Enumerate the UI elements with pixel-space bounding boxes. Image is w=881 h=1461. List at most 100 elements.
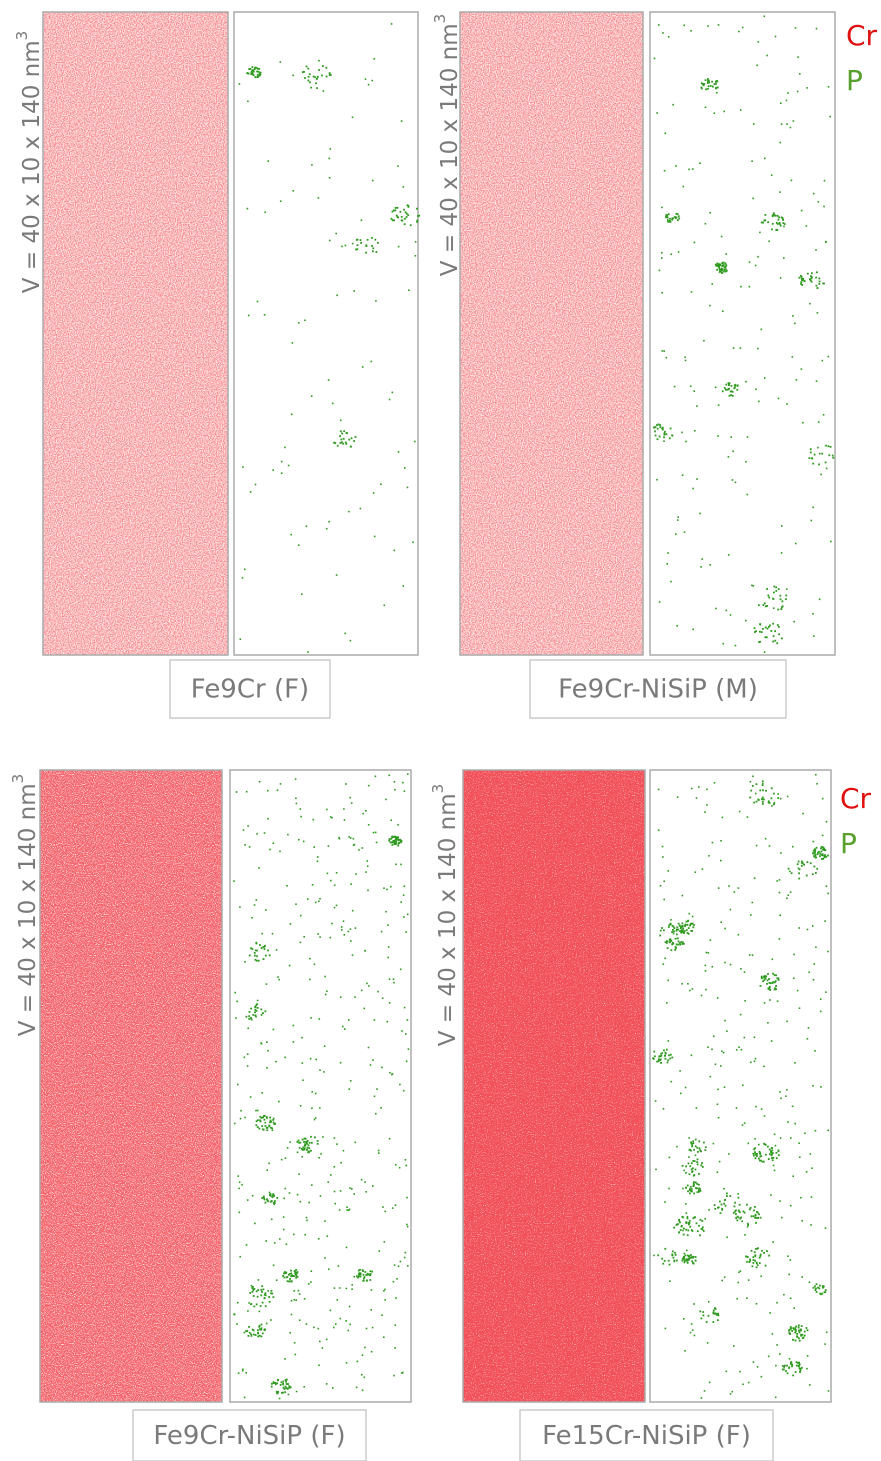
volume-exponent: 3: [429, 784, 447, 794]
p-atom: [288, 1192, 291, 1194]
p-atom: [306, 1139, 309, 1142]
p-atom: [827, 86, 830, 88]
p-atom: [363, 1276, 366, 1278]
p-atom: [823, 847, 825, 850]
p-atom: [308, 1283, 310, 1285]
p-atom: [743, 1211, 746, 1214]
p-atom: [690, 1142, 693, 1145]
p-atom: [657, 423, 660, 426]
p-atom: [238, 1181, 241, 1184]
p-atom: [663, 432, 666, 435]
p-atom: [778, 879, 781, 881]
p-atom: [677, 922, 680, 925]
p-atom: [715, 265, 718, 267]
p-atom: [770, 1154, 773, 1157]
p-atom: [299, 1105, 302, 1107]
p-atom: [292, 190, 295, 192]
p-atom: [786, 403, 788, 405]
p-atom: [272, 1264, 275, 1267]
p-atom: [726, 1192, 728, 1195]
p-atom: [414, 440, 416, 443]
p-atom: [720, 269, 723, 272]
p-atom: [749, 796, 752, 799]
p-atom: [351, 1284, 353, 1286]
p-atom: [355, 248, 357, 251]
p-atom: [678, 1219, 681, 1222]
p-atom: [372, 1059, 374, 1061]
p-atom: [288, 1385, 291, 1387]
p-atom: [768, 1254, 770, 1257]
p-atom: [737, 933, 740, 936]
p-atom: [303, 1141, 305, 1143]
p-atom: [699, 1218, 702, 1221]
p-atom: [371, 1270, 374, 1273]
p-atom: [256, 1109, 259, 1112]
p-atom: [268, 1296, 270, 1298]
p-atom: [700, 86, 703, 89]
p-atom: [677, 215, 680, 218]
p-atom: [319, 1340, 321, 1343]
p-atom: [760, 976, 763, 979]
p-atom: [733, 1205, 736, 1208]
p-atom: [801, 1367, 803, 1369]
p-atom: [668, 437, 671, 440]
p-atom: [767, 1158, 770, 1160]
p-atom: [723, 269, 726, 271]
p-atom: [680, 1092, 682, 1095]
p-atom: [340, 1161, 342, 1164]
p-atom: [256, 833, 258, 835]
p-atom: [792, 315, 794, 317]
p-atom: [742, 1383, 744, 1386]
p-atom: [691, 1260, 693, 1263]
p-atom: [357, 1276, 359, 1279]
p-atom: [793, 1307, 795, 1309]
p-atom: [353, 440, 355, 442]
p-atom: [777, 1150, 780, 1153]
p-atom: [798, 927, 800, 929]
p-atom: [688, 1222, 691, 1224]
p-atom: [660, 1052, 663, 1055]
p-atom: [689, 1149, 691, 1151]
p-atom: [405, 212, 408, 215]
p-atom: [348, 836, 350, 838]
p-atom: [662, 856, 664, 858]
p-atom: [720, 235, 723, 238]
p-atom: [703, 83, 706, 85]
p-atom: [276, 1382, 278, 1385]
p-atom: [714, 1207, 717, 1210]
p-atom: [792, 1175, 794, 1177]
volume-text: V = 40 x 10 x 140 nm: [19, 40, 45, 293]
p-atom: [825, 855, 828, 858]
p-atom: [296, 1141, 299, 1143]
p-atom: [345, 1246, 348, 1249]
p-atom: [342, 920, 345, 922]
p-atom: [269, 1194, 272, 1197]
p-atom: [702, 1314, 705, 1317]
p-atom: [798, 1364, 800, 1367]
p-atom: [770, 797, 773, 800]
p-atom: [330, 879, 332, 882]
p-atom: [682, 1229, 684, 1232]
p-atom: [689, 1331, 692, 1334]
p-atom: [331, 922, 333, 925]
p-atom: [756, 1155, 758, 1157]
p-atom: [781, 1216, 783, 1219]
p-atom: [302, 71, 304, 73]
p-atom: [299, 1141, 302, 1144]
p-atom: [258, 781, 261, 783]
p-atom: [724, 262, 727, 265]
p-atom: [396, 206, 399, 209]
p-atom: [761, 800, 764, 803]
label-box: [519, 1409, 774, 1461]
p-atom: [692, 1185, 695, 1187]
p-atom: [252, 1289, 254, 1292]
p-atom: [801, 1276, 803, 1278]
p-atom: [291, 1274, 293, 1277]
p-atom: [283, 1197, 285, 1200]
p-atom: [303, 1148, 306, 1151]
p-atom: [787, 1121, 789, 1123]
p-atom: [251, 917, 253, 919]
p-atom: [755, 1222, 757, 1224]
p-atom: [404, 1251, 407, 1254]
p-atom: [284, 1379, 287, 1381]
